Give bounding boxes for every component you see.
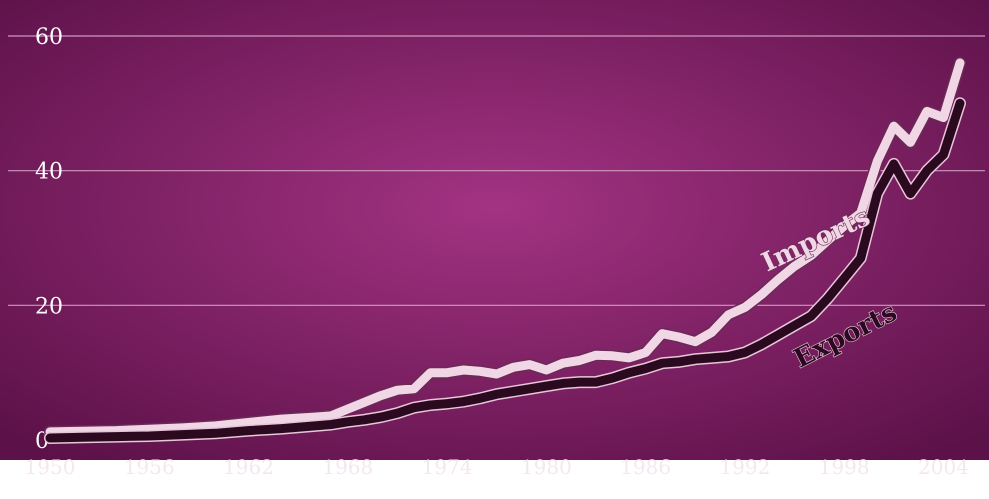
x-tick-label: 1956: [124, 455, 175, 479]
x-tick-label: 1974: [422, 455, 473, 479]
x-tick-label: 1986: [620, 455, 671, 479]
x-tick-label: 1968: [322, 455, 373, 479]
exports-series-line: [45, 98, 965, 443]
x-tick-label: 1998: [819, 455, 870, 479]
x-axis-tick-labels: 1950 1956 1962 1968 1974 1980 1986 1992 1998 2004: [25, 455, 969, 479]
y-tick-label: 20: [35, 294, 63, 319]
y-tick-label: 60: [35, 25, 63, 50]
x-tick-label: 1992: [719, 455, 770, 479]
x-tick-label: 1980: [521, 455, 572, 479]
plot-background: [0, 0, 989, 460]
x-tick-label: 1950: [25, 455, 76, 479]
series-lines: [44, 56, 966, 444]
y-tick-label: 40: [35, 160, 63, 185]
x-tick-label: 1962: [223, 455, 274, 479]
x-tick-label: 2004: [918, 455, 969, 479]
imports-series-line: [45, 58, 965, 437]
